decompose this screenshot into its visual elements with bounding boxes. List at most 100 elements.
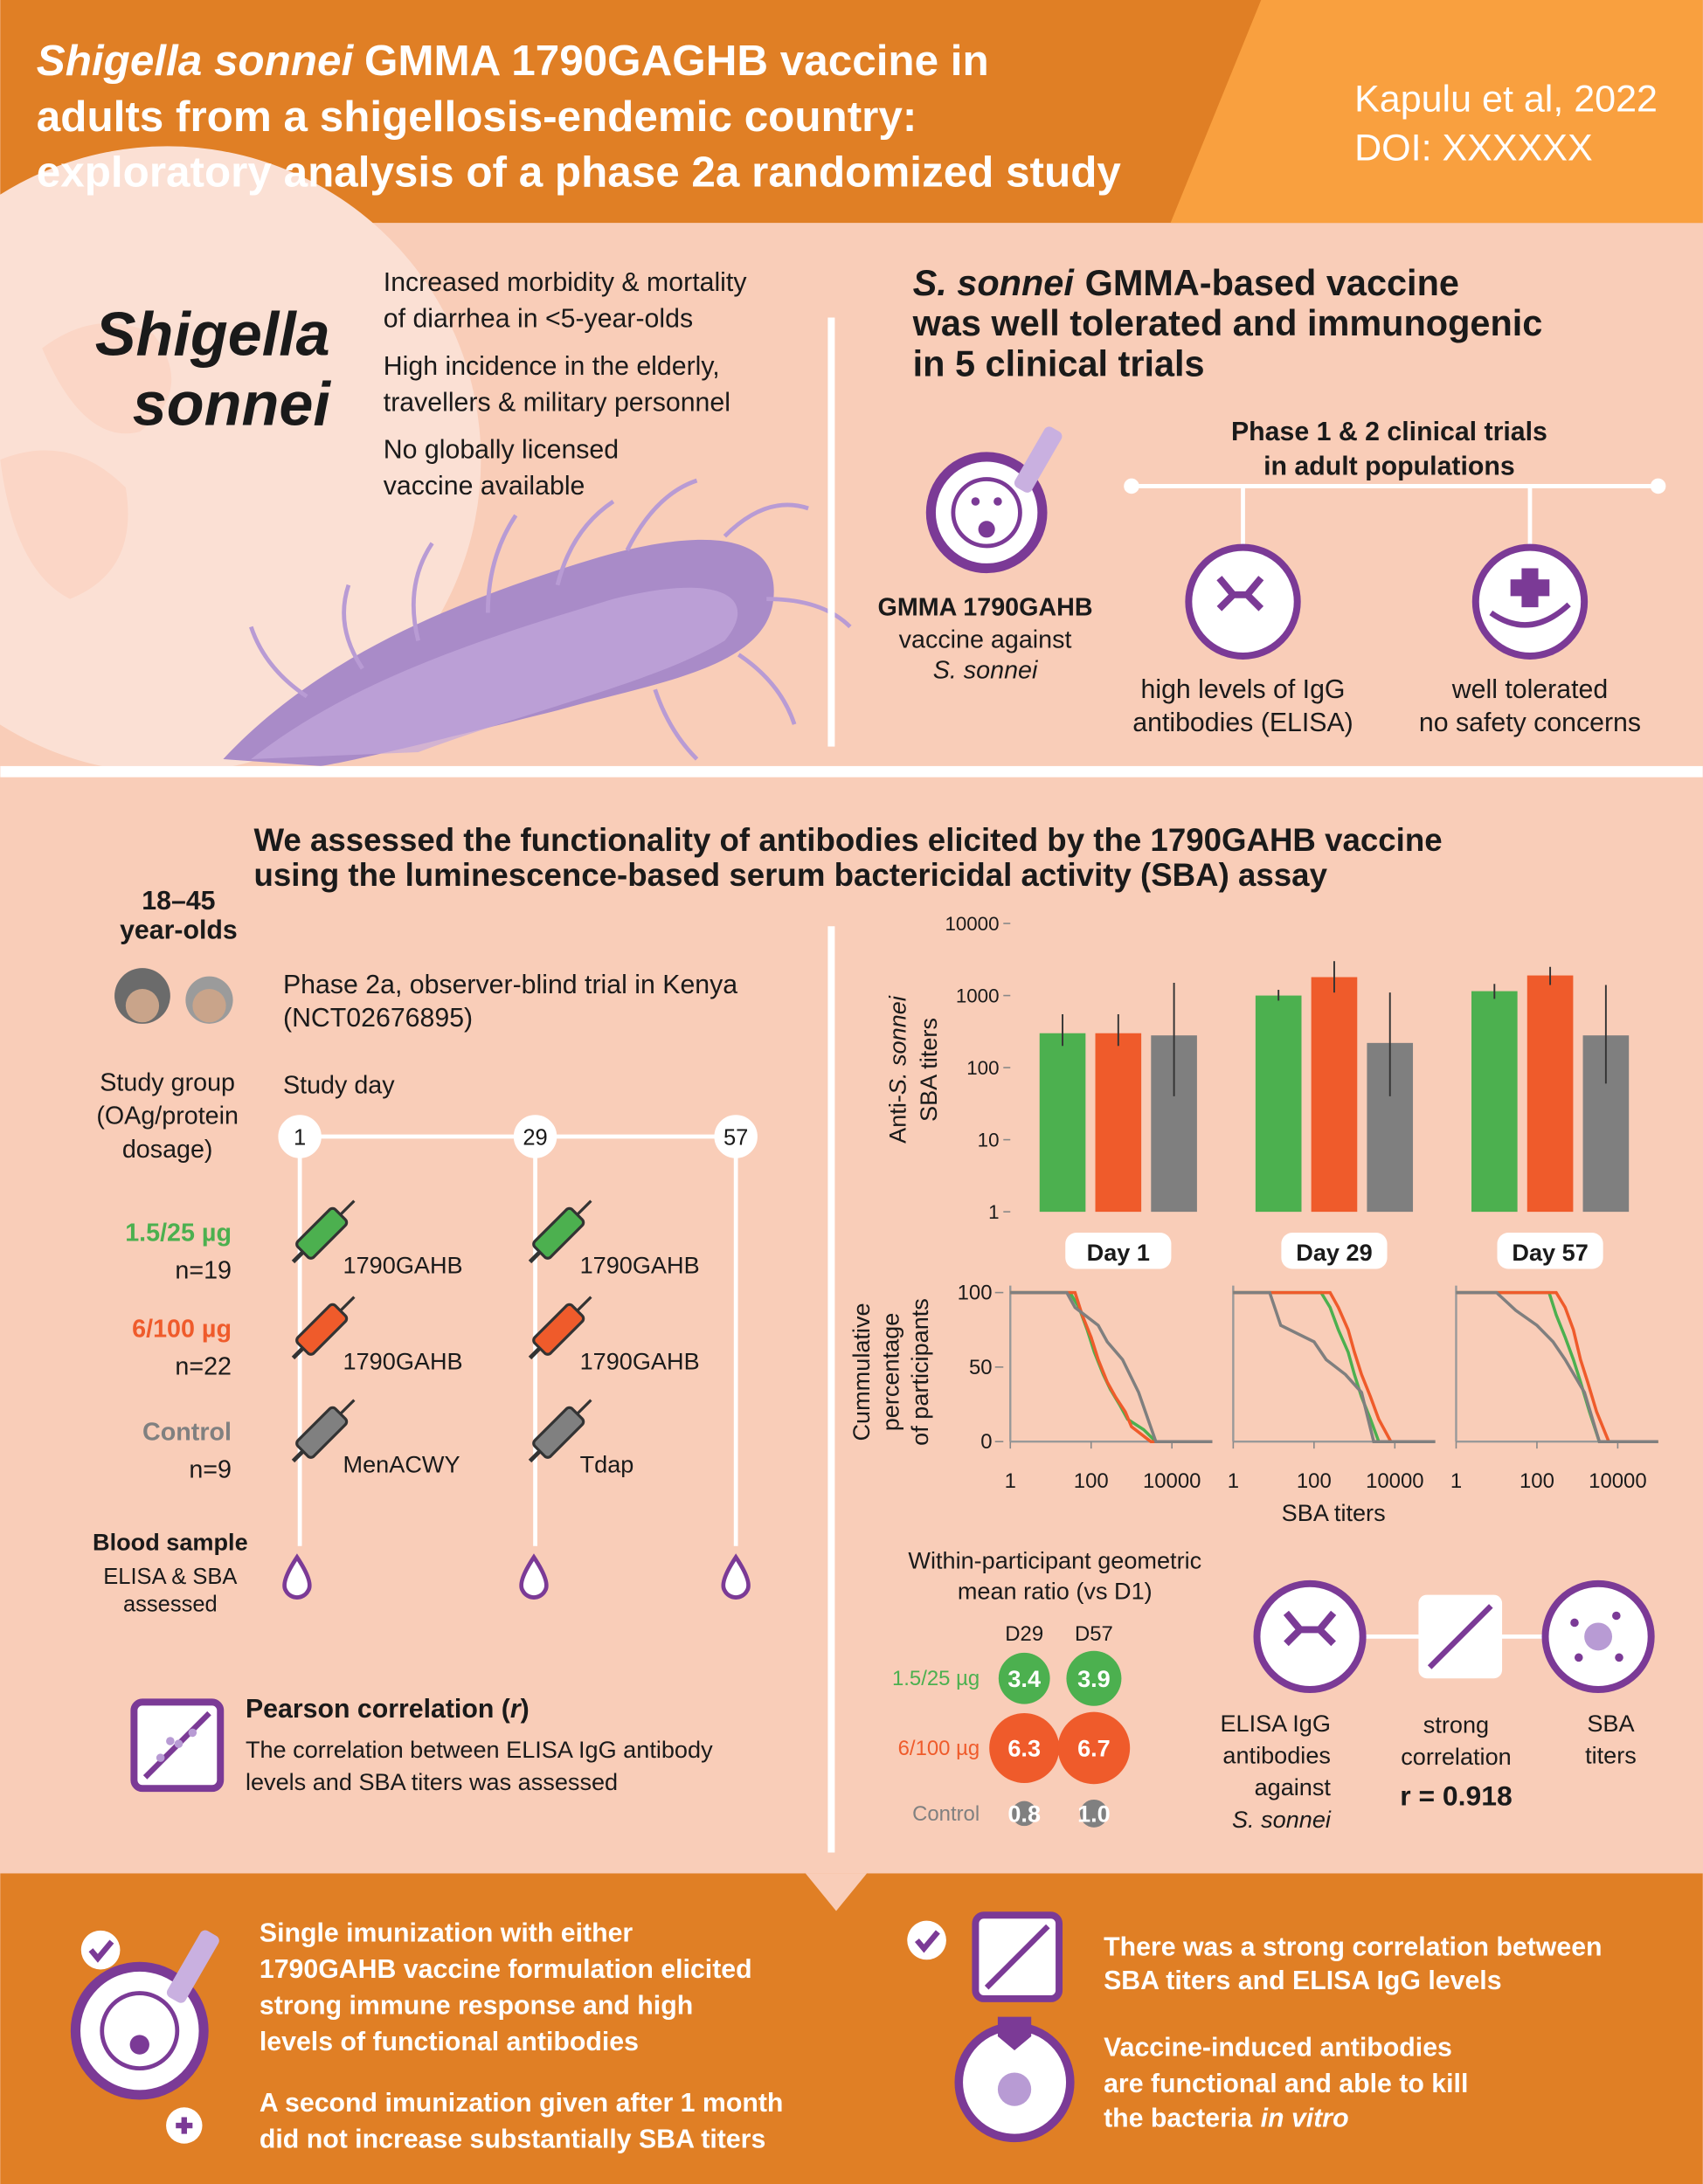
category-box	[1065, 1233, 1172, 1269]
outcome: high levels of IgG	[1141, 675, 1346, 704]
conclusion: 1790GAHB vaccine formulation elicited	[260, 1955, 752, 1984]
conclusion: SBA titers and ELISA IgG levels	[1104, 1966, 1501, 1995]
curve	[1456, 1290, 1658, 1443]
vaccine: 1790GAHB	[343, 1251, 463, 1278]
row-label: 6/100 µg	[898, 1737, 980, 1760]
correlation-label: ELISA IgG	[1220, 1710, 1331, 1737]
syringe	[528, 1296, 592, 1360]
bar	[1095, 1033, 1142, 1213]
y-tick-label: 1000	[956, 985, 1000, 1007]
content: Shigella sonnei GMMA 1790GAGHB vaccine in…	[37, 37, 1658, 2154]
bubble-label: 6.3	[1007, 1735, 1041, 1762]
vaccine: 1790GAHB	[580, 1347, 700, 1374]
fact: vaccine available	[384, 472, 585, 501]
correlation-label: titers	[1585, 1741, 1637, 1768]
conclusion: Single imunization with either	[260, 1919, 633, 1948]
syringe-plunger	[528, 1449, 542, 1463]
trials-label: Phase 1 & 2 clinical trials	[1231, 418, 1547, 446]
x-tick-label: 10000	[1589, 1469, 1646, 1493]
syringe-plunger	[291, 1449, 305, 1463]
y-tick-label: 0	[980, 1430, 992, 1454]
heading: was well tolerated and immunogenic	[912, 302, 1543, 343]
blood-title: Blood sample	[93, 1529, 248, 1556]
age: year-olds	[120, 916, 238, 945]
blood-drops	[282, 1553, 751, 1600]
bubble-title: mean ratio (vs D1)	[958, 1577, 1153, 1604]
faces-icon	[114, 968, 233, 1024]
bubble	[1057, 1711, 1131, 1785]
x-tick-label: 10000	[1143, 1469, 1201, 1493]
section-heading: using the luminescence-based serum bacte…	[254, 857, 1328, 893]
curve	[1233, 1290, 1436, 1443]
label-part: Pearson correlation (	[246, 1695, 511, 1724]
syringe-needle	[576, 1199, 592, 1216]
organism: Shigella	[95, 300, 330, 369]
x-tick-label: 10000	[1366, 1469, 1423, 1493]
outcome: antibodies (ELISA)	[1132, 708, 1353, 737]
age: 18–45	[142, 887, 215, 916]
correlation-label: against	[1255, 1773, 1332, 1800]
y-axis-label: Cummulative	[848, 1303, 875, 1441]
title: exploratory analysis of a phase 2a rando…	[37, 149, 1122, 197]
citation: Kapulu et al, 2022	[1354, 79, 1658, 121]
group-header: (OAg/protein	[96, 1102, 239, 1130]
bar	[1255, 995, 1302, 1213]
title: adults from a shigellosis-endemic countr…	[37, 93, 917, 141]
conclusion: did not increase substantially SBA titer…	[260, 2125, 765, 2154]
y-tick-label: 10000	[945, 913, 999, 935]
row-label: 1.5/25 µg	[892, 1667, 980, 1690]
conclusion-icons	[70, 1911, 1075, 2144]
category-box	[1497, 1233, 1603, 1269]
organism: sonnei	[133, 369, 332, 438]
day-header: Study day	[283, 1072, 395, 1100]
syringe-needle	[576, 1296, 592, 1312]
syringe-needle	[339, 1296, 356, 1312]
pearson-icon	[130, 1698, 225, 1793]
bubble	[998, 1652, 1050, 1704]
blood-text: assessed	[123, 1593, 218, 1617]
bar	[1311, 977, 1358, 1213]
syringe-needle	[339, 1399, 356, 1415]
label-part: )	[521, 1695, 530, 1724]
y-tick-label: 100	[966, 1057, 999, 1079]
antibody-glyph	[1216, 576, 1264, 612]
conclusion: are functional and able to kill	[1104, 2070, 1468, 2098]
trials-label: in adult populations	[1263, 453, 1515, 481]
vaccine-text: vaccine against	[899, 625, 1072, 653]
syringe-needle	[339, 1199, 356, 1216]
curve	[1233, 1290, 1436, 1443]
conclusion: A second imunization given after 1 month	[260, 2089, 784, 2118]
y-tick-label: 100	[958, 1282, 993, 1305]
citation: DOI: XXXXXX	[1354, 127, 1593, 169]
x-tick-label: 100	[1520, 1469, 1554, 1493]
divider	[827, 317, 835, 747]
x-tick-label: 100	[1297, 1469, 1332, 1493]
row-label: Control	[912, 1802, 980, 1826]
outcome: well tolerated	[1451, 675, 1608, 704]
syringe	[291, 1199, 356, 1264]
vaccine: 1790GAHB	[343, 1347, 463, 1374]
section-heading: We assessed the functionality of antibod…	[254, 822, 1443, 858]
curve	[1233, 1290, 1436, 1443]
globe	[0, 146, 481, 773]
y-tick-label: 1	[988, 1201, 999, 1223]
group-header: dosage)	[122, 1136, 213, 1164]
pearson-title: Pearson correlation (r)	[246, 1695, 530, 1724]
y-axis-label: of participants	[906, 1298, 933, 1446]
bubble	[1066, 1650, 1122, 1706]
syringe-needle	[576, 1399, 592, 1415]
correlation-icons	[1253, 1579, 1655, 1693]
bubble-label: 3.4	[1007, 1665, 1041, 1692]
fact: No globally licensed	[384, 436, 619, 465]
label-part: GMMA 1790GAGHB vaccine in	[364, 37, 989, 85]
conclusion: There was a strong correlation between	[1104, 1933, 1602, 1962]
correlation-label: S. sonnei	[1232, 1806, 1332, 1833]
timeline	[278, 1115, 758, 1546]
fact: High incidence in the elderly,	[384, 352, 720, 381]
y-tick-label: 50	[969, 1356, 993, 1379]
day: 29	[523, 1126, 547, 1151]
x-tick-label: Day 1	[1087, 1239, 1150, 1266]
curve	[1456, 1290, 1658, 1443]
title: Shigella sonnei GMMA 1790GAGHB vaccine in	[37, 37, 989, 85]
